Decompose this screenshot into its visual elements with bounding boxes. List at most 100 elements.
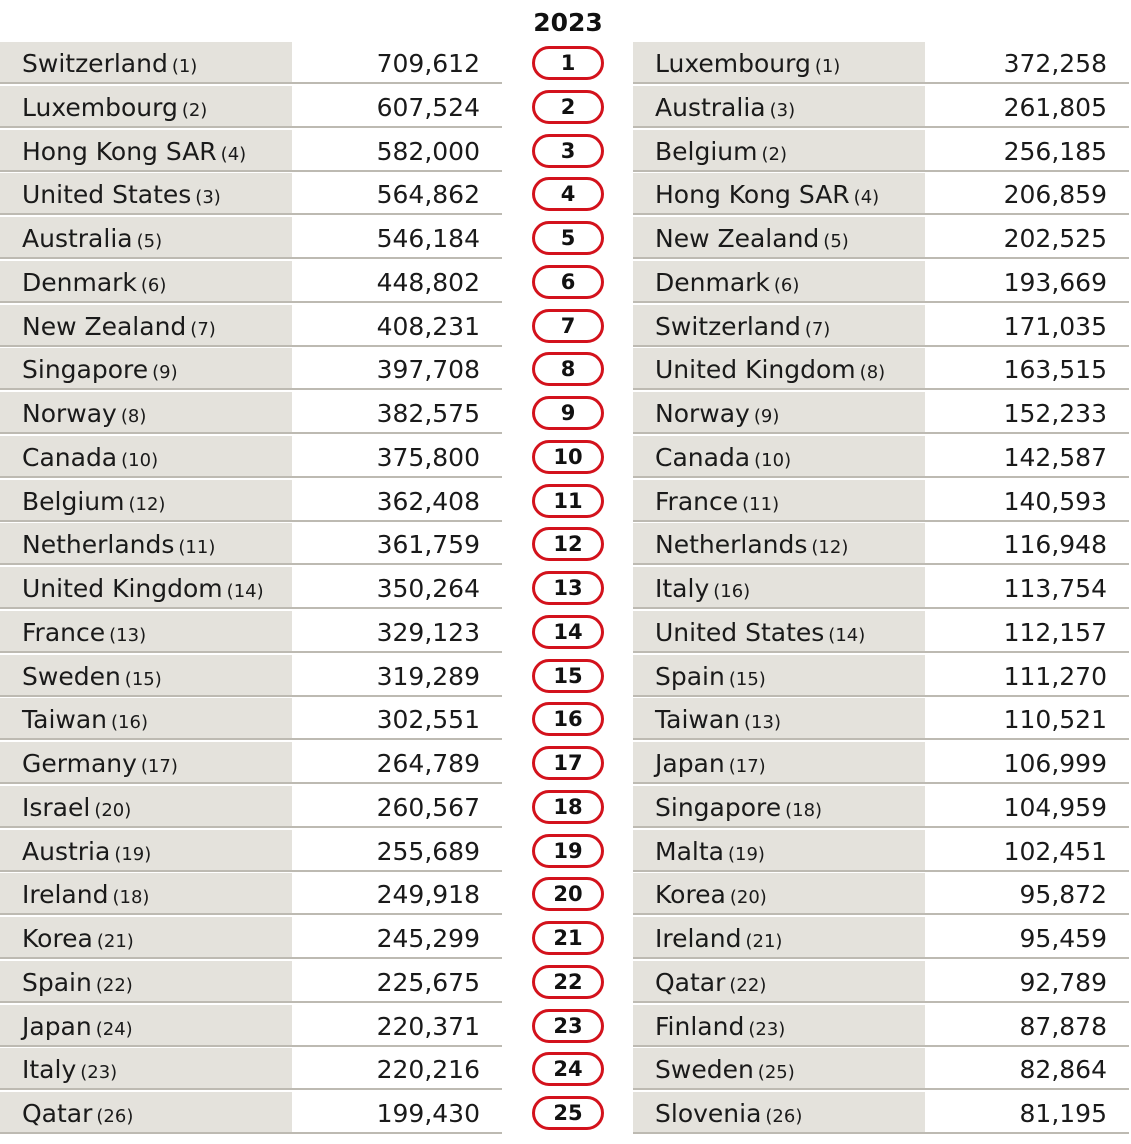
rank-badge: 22 bbox=[532, 965, 604, 999]
country-cell: Korea (21) bbox=[0, 917, 292, 959]
country-name: Italy (16) bbox=[655, 574, 750, 603]
country-label: Qatar bbox=[22, 1099, 93, 1128]
value-text: 206,859 bbox=[1003, 180, 1107, 209]
previous-rank: (13) bbox=[109, 625, 147, 646]
table-row-left: United States (3) 564,862 bbox=[0, 173, 502, 215]
previous-rank: (23) bbox=[748, 1019, 786, 1040]
country-label: Denmark bbox=[22, 268, 137, 297]
country-cell: Italy (23) bbox=[0, 1048, 292, 1090]
table-row-right: Slovenia (26) 81,195 bbox=[633, 1092, 1129, 1134]
country-name: Ireland (21) bbox=[655, 924, 782, 953]
rank-badge: 11 bbox=[532, 484, 604, 518]
country-label: Singapore bbox=[22, 355, 149, 384]
country-cell: Ireland (21) bbox=[633, 917, 925, 959]
previous-rank: (19) bbox=[114, 844, 152, 865]
country-name: Italy (23) bbox=[22, 1055, 117, 1084]
rank-badge: 20 bbox=[532, 877, 604, 911]
country-cell: United Kingdom (14) bbox=[0, 567, 292, 609]
value-text: 142,587 bbox=[1003, 443, 1107, 472]
value-text: 92,789 bbox=[1019, 968, 1107, 997]
rank-badge: 25 bbox=[532, 1096, 604, 1130]
value-cell: 249,918 bbox=[292, 873, 502, 915]
country-name: Switzerland (1) bbox=[22, 49, 197, 78]
country-label: United Kingdom bbox=[22, 574, 223, 603]
country-name: Australia (3) bbox=[655, 93, 795, 122]
table-row-right: Canada (10) 142,587 bbox=[633, 436, 1129, 478]
previous-rank: (13) bbox=[744, 712, 781, 733]
value-cell: 206,859 bbox=[925, 173, 1129, 215]
value-text: 225,675 bbox=[376, 968, 480, 997]
previous-rank: (15) bbox=[124, 669, 162, 690]
country-label: United States bbox=[655, 618, 825, 647]
table-row-right: Luxembourg (1) 372,258 bbox=[633, 42, 1129, 84]
previous-rank: (24) bbox=[95, 1019, 133, 1040]
rank-badge: 4 bbox=[532, 177, 604, 211]
country-label: Luxembourg bbox=[22, 93, 178, 122]
value-text: 256,185 bbox=[1003, 137, 1107, 166]
value-text: 116,948 bbox=[1003, 530, 1107, 559]
country-cell: Canada (10) bbox=[633, 436, 925, 478]
value-cell: 329,123 bbox=[292, 611, 502, 653]
value-text: 264,789 bbox=[376, 749, 480, 778]
country-name: Japan (17) bbox=[655, 749, 766, 778]
previous-rank: (10) bbox=[754, 450, 792, 471]
value-cell: 245,299 bbox=[292, 917, 502, 959]
country-name: Ireland (18) bbox=[22, 880, 149, 909]
rank-badge: 14 bbox=[532, 615, 604, 649]
value-cell: 112,157 bbox=[925, 611, 1129, 653]
table-row-left: Germany (17) 264,789 bbox=[0, 742, 502, 784]
table-row-right: France (11) 140,593 bbox=[633, 480, 1129, 522]
rank-badge: 24 bbox=[532, 1052, 604, 1086]
rank-badge: 23 bbox=[532, 1009, 604, 1043]
table-row-left: Austria (19) 255,689 bbox=[0, 830, 502, 872]
table-row-right: New Zealand (5) 202,525 bbox=[633, 217, 1129, 259]
value-text: 102,451 bbox=[1003, 837, 1107, 866]
country-cell: Qatar (22) bbox=[633, 961, 925, 1003]
previous-rank: (4) bbox=[220, 144, 247, 165]
country-label: Netherlands bbox=[22, 530, 175, 559]
value-text: 397,708 bbox=[376, 355, 480, 384]
value-text: 81,195 bbox=[1019, 1099, 1107, 1128]
country-label: Spain bbox=[22, 968, 92, 997]
previous-rank: (5) bbox=[823, 231, 849, 252]
value-text: 140,593 bbox=[1003, 487, 1107, 516]
value-text: 193,669 bbox=[1003, 268, 1107, 297]
country-cell: Slovenia (26) bbox=[633, 1092, 925, 1134]
country-name: Sweden (25) bbox=[655, 1055, 795, 1084]
previous-rank: (15) bbox=[728, 669, 766, 690]
previous-rank: (7) bbox=[190, 319, 216, 340]
country-cell: Belgium (12) bbox=[0, 480, 292, 522]
previous-rank: (6) bbox=[140, 275, 167, 296]
previous-rank: (2) bbox=[181, 100, 208, 121]
previous-rank: (7) bbox=[804, 319, 831, 340]
table-row-right: Spain (15) 111,270 bbox=[633, 655, 1129, 697]
country-name: Taiwan (16) bbox=[22, 705, 148, 734]
country-cell: Singapore (18) bbox=[633, 786, 925, 828]
previous-rank: (16) bbox=[713, 581, 751, 602]
value-cell: 82,864 bbox=[925, 1048, 1129, 1090]
previous-rank: (26) bbox=[765, 1106, 803, 1127]
country-name: Japan (24) bbox=[22, 1012, 133, 1041]
previous-rank: (17) bbox=[728, 756, 766, 777]
previous-rank: (25) bbox=[757, 1062, 795, 1083]
country-label: Qatar bbox=[655, 968, 726, 997]
value-cell: 220,371 bbox=[292, 1005, 502, 1047]
previous-rank: (3) bbox=[769, 100, 796, 121]
country-name: Qatar (22) bbox=[655, 968, 766, 997]
country-cell: Australia (3) bbox=[633, 86, 925, 128]
value-cell: 111,270 bbox=[925, 655, 1129, 697]
table-row-left: Norway (8) 382,575 bbox=[0, 392, 502, 434]
table-row-left: Ireland (18) 249,918 bbox=[0, 873, 502, 915]
country-cell: Ireland (18) bbox=[0, 873, 292, 915]
table-row-right: Finland (23) 87,878 bbox=[633, 1005, 1129, 1047]
rank-badge: 18 bbox=[532, 790, 604, 824]
country-name: United States (14) bbox=[655, 618, 865, 647]
country-cell: Qatar (26) bbox=[0, 1092, 292, 1134]
value-text: 245,299 bbox=[376, 924, 480, 953]
value-cell: 397,708 bbox=[292, 348, 502, 390]
country-name: Belgium (2) bbox=[655, 137, 787, 166]
country-cell: Switzerland (7) bbox=[633, 305, 925, 347]
country-name: Korea (21) bbox=[22, 924, 134, 953]
previous-rank: (10) bbox=[121, 450, 159, 471]
value-text: 709,612 bbox=[376, 49, 480, 78]
